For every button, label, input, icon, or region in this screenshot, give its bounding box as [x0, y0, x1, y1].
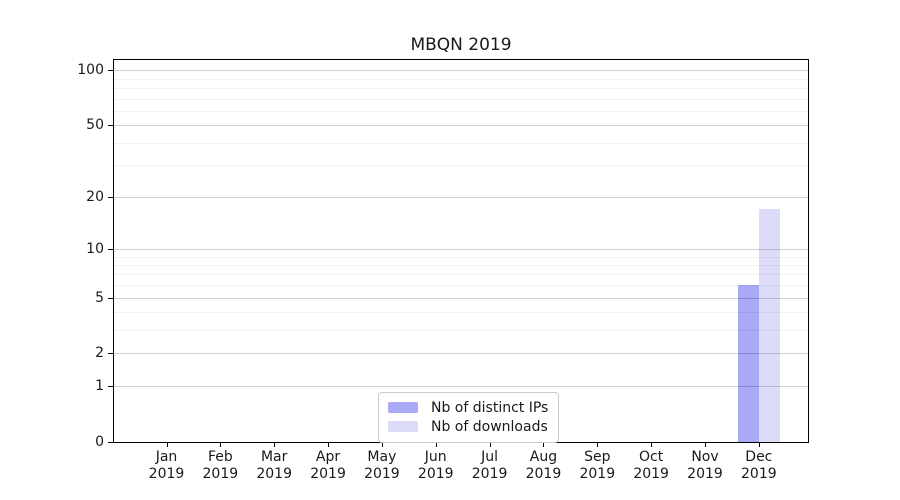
x-tick-label-sep: Sep 2019	[579, 449, 615, 483]
bar-dec-downloads	[758, 209, 780, 442]
legend-label: Nb of distinct IPs	[431, 399, 549, 416]
x-tick-month: Dec	[745, 449, 773, 465]
x-tick-year: 2019	[364, 466, 400, 482]
y-tick-label-100: 100	[77, 62, 104, 79]
x-tick-year: 2019	[202, 466, 239, 482]
gridline-minor-60	[114, 110, 808, 112]
x-tick-month: Sep	[584, 449, 611, 465]
gridline-major-100	[114, 70, 808, 72]
x-tick-month: Jul	[481, 449, 499, 465]
x-tick-mark-dec	[758, 442, 760, 447]
x-tick-year: 2019	[579, 466, 616, 482]
x-tick-label-dec: Dec 2019	[741, 449, 777, 483]
y-tick-label-5: 5	[95, 289, 104, 306]
x-tick-mark-sep	[597, 442, 599, 447]
y-tick-mark-100	[108, 70, 113, 72]
x-tick-mark-apr	[328, 442, 330, 447]
x-tick-month: Jan	[155, 449, 178, 465]
x-tick-label-aug: Aug 2019	[526, 449, 562, 483]
legend-item: Nb of distinct IPs	[388, 398, 548, 417]
legend-swatch-icon	[388, 402, 418, 413]
x-tick-mark-mar	[274, 442, 276, 447]
x-tick-month: Apr	[315, 449, 341, 465]
x-tick-label-oct: Oct 2019	[633, 449, 669, 483]
x-tick-mark-may	[381, 442, 383, 447]
gridline-major-2	[114, 353, 808, 355]
x-tick-month: Jun	[424, 449, 447, 465]
x-tick-year: 2019	[417, 466, 454, 482]
x-tick-mark-nov	[705, 442, 706, 447]
x-tick-label-jan: Jan 2019	[149, 449, 185, 483]
y-tick-label-0: 0	[95, 434, 104, 450]
x-tick-mark-jan	[166, 442, 168, 447]
x-tick-month: Aug	[529, 449, 558, 465]
gridline-major-1	[114, 386, 808, 388]
x-tick-month: Mar	[260, 449, 288, 465]
y-tick-mark-1	[108, 386, 113, 388]
x-tick-year: 2019	[741, 466, 777, 482]
gridline-minor-80	[114, 87, 808, 89]
x-tick-year: 2019	[256, 466, 293, 482]
x-tick-year: 2019	[525, 466, 562, 482]
gridline-minor-9	[114, 256, 808, 258]
gridline-major-10	[114, 248, 808, 250]
x-tick-label-jul: Jul 2019	[472, 449, 508, 483]
legend: Nb of distinct IPs Nb of downloads	[378, 392, 560, 443]
gridline-minor-6	[114, 285, 808, 287]
x-tick-label-jun: Jun 2019	[418, 449, 454, 483]
x-tick-month: Nov	[691, 449, 719, 465]
y-tick-label-1: 1	[95, 378, 104, 395]
x-tick-mark-feb	[220, 442, 222, 447]
x-tick-label-mar: Mar 2019	[256, 449, 292, 483]
gridline-minor-3	[114, 330, 808, 332]
x-tick-year: 2019	[471, 466, 508, 482]
y-tick-mark-20	[108, 196, 113, 198]
chart-title: MBQN 2019	[410, 35, 512, 55]
y-tick-mark-2	[108, 353, 113, 355]
y-tick-label-2: 2	[95, 345, 104, 362]
x-tick-year: 2019	[310, 466, 346, 482]
y-tick-label-50: 50	[86, 117, 104, 134]
x-tick-month: Oct	[639, 449, 664, 465]
gridline-major-20	[114, 196, 808, 198]
x-tick-label-nov: Nov 2019	[687, 449, 723, 483]
gridline-minor-8	[114, 264, 808, 266]
y-tick-label-10: 10	[86, 240, 104, 257]
plot-area: 100 50 20 10 5 2 1 0 Jan 2019 Feb 2019 Mar 2019 Apr 20…	[77, 59, 809, 482]
x-tick-month: May	[367, 449, 397, 465]
x-tick-mark-jul	[489, 442, 491, 447]
legend-swatch-icon	[388, 421, 418, 432]
x-tick-mark-jun	[435, 442, 437, 447]
gridline-minor-7	[114, 274, 808, 276]
gridline-minor-30	[114, 165, 808, 167]
x-tick-label-feb: Feb 2019	[203, 449, 239, 483]
y-tick-mark-50	[108, 125, 113, 127]
x-tick-mark-oct	[651, 442, 653, 447]
y-tick-mark-10	[108, 248, 113, 250]
x-tick-year: 2019	[148, 466, 185, 482]
x-tick-mark-aug	[543, 442, 545, 447]
gridline-minor-40	[114, 142, 808, 144]
bar-dec-distinct-ips	[737, 285, 759, 442]
y-tick-label-20: 20	[86, 188, 104, 205]
x-tick-month: Feb	[207, 449, 233, 465]
legend-label: Nb of downloads	[431, 418, 548, 435]
y-tick-mark-5	[108, 297, 113, 299]
gridline-major-5	[114, 297, 808, 299]
gridline-major-50	[114, 125, 808, 127]
x-tick-label-may: May 2019	[364, 449, 400, 483]
x-tick-year: 2019	[687, 466, 723, 482]
x-tick-year: 2019	[633, 466, 669, 482]
x-tick-label-apr: Apr 2019	[310, 449, 346, 483]
gridline-minor-90	[114, 78, 808, 80]
legend-item: Nb of downloads	[388, 417, 548, 436]
gridline-minor-70	[114, 98, 808, 100]
gridline-minor-4	[114, 312, 808, 314]
y-tick-mark-0	[108, 442, 113, 443]
